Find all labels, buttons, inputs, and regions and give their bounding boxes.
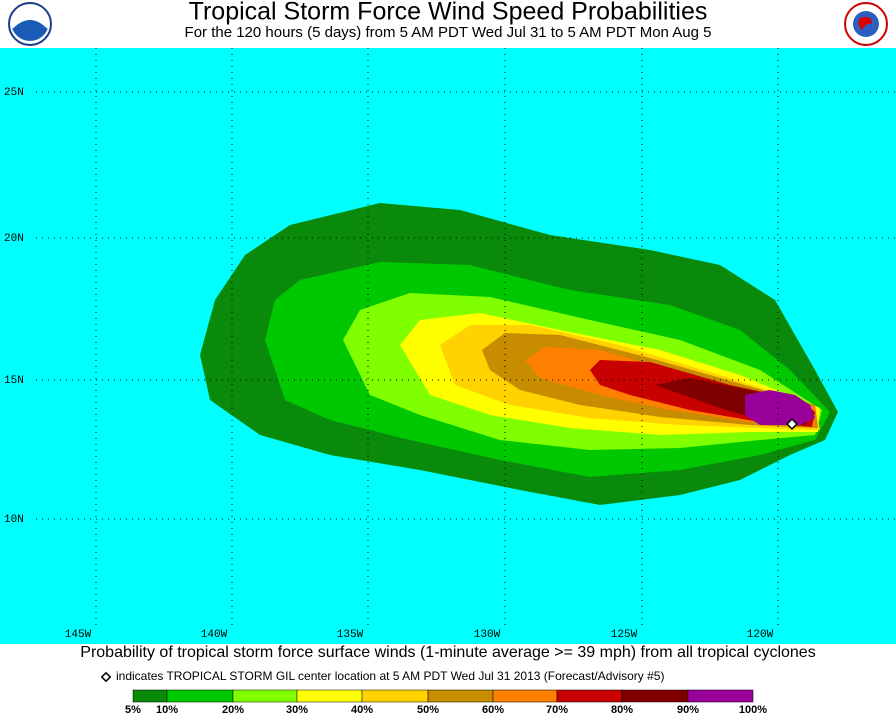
legend-label: 80%	[611, 704, 633, 716]
legend-label: 70%	[546, 704, 568, 716]
legend-swatch	[492, 689, 558, 703]
lat-label: 10N	[4, 514, 24, 526]
legend-swatch	[296, 689, 363, 703]
storm-center-marker	[785, 417, 799, 431]
legend-swatch	[232, 689, 298, 703]
legend-label: 50%	[417, 704, 439, 716]
lon-label: 125W	[611, 629, 638, 641]
probability-contours	[200, 203, 838, 505]
legend-label: 40%	[351, 704, 373, 716]
lon-label: 140W	[201, 629, 228, 641]
lat-label: 20N	[4, 233, 24, 245]
lat-label: 15N	[4, 375, 24, 387]
graticule: 25N 20N 15N 10N 145W 140W 135W 130W 125W 120W	[4, 48, 896, 641]
lon-label: 135W	[337, 629, 364, 641]
footer-bg	[0, 644, 896, 716]
nws-logo	[844, 2, 888, 46]
legend-swatch	[132, 689, 168, 703]
legend-label: 30%	[286, 704, 308, 716]
contour-90	[745, 390, 815, 425]
legend-label: 100%	[739, 704, 767, 716]
lon-label: 130W	[474, 629, 501, 641]
legend-label: 60%	[482, 704, 504, 716]
legend-swatch	[621, 689, 689, 703]
title: Tropical Storm Force Wind Speed Probabil…	[189, 0, 708, 26]
subtitle: For the 120 hours (5 days) from 5 AM PDT…	[185, 24, 712, 41]
lon-label: 120W	[747, 629, 774, 641]
legend-label: 5%	[125, 704, 141, 716]
lon-label: 145W	[65, 629, 92, 641]
lat-label: 25N	[4, 87, 24, 99]
noaa-logo	[8, 2, 52, 46]
legend-label: 10%	[156, 704, 178, 716]
legend-swatch	[166, 689, 234, 703]
legend-swatch	[361, 689, 429, 703]
legend-swatch	[427, 689, 494, 703]
legend-swatch	[687, 689, 754, 703]
legend: 5% 10% 20% 30% 40% 50% 60% 70% 80% 90% 100%	[125, 689, 767, 716]
marker-icon	[100, 671, 112, 683]
legend-label: 20%	[222, 704, 244, 716]
legend-swatch	[556, 689, 623, 703]
description: Probability of tropical storm force surf…	[80, 644, 815, 661]
marker-note: indicates TROPICAL STORM GIL center loca…	[116, 669, 664, 683]
legend-label: 90%	[677, 704, 699, 716]
